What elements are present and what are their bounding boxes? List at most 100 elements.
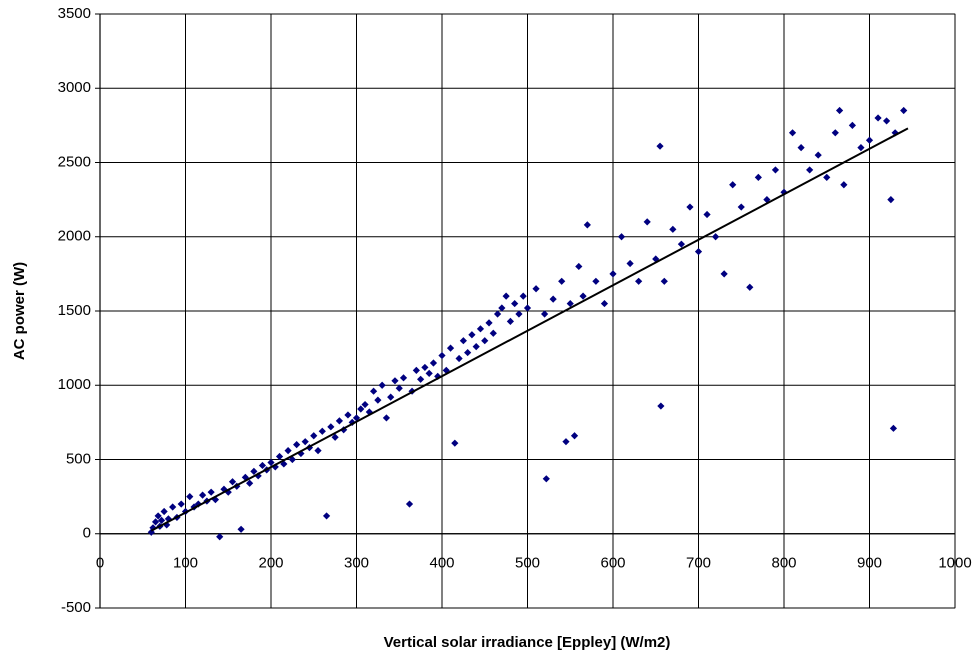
point: [592, 277, 600, 285]
point: [417, 375, 425, 383]
point: [652, 255, 660, 263]
point: [177, 500, 185, 508]
point: [194, 500, 202, 508]
point: [823, 173, 831, 181]
point: [327, 423, 335, 431]
point: [848, 121, 856, 129]
point: [489, 329, 497, 337]
point: [163, 521, 171, 529]
point: [455, 354, 463, 363]
point: [425, 369, 433, 377]
point: [472, 343, 480, 351]
point: [857, 144, 865, 152]
point: [583, 221, 591, 229]
point: [771, 166, 780, 174]
point: [412, 366, 420, 374]
point: [395, 384, 403, 392]
point: [421, 363, 429, 372]
point: [570, 432, 579, 440]
point: [370, 387, 378, 395]
y-tick-label: -500: [61, 599, 91, 616]
x-tick-label: 500: [515, 555, 540, 572]
point: [575, 262, 583, 271]
point: [883, 117, 891, 125]
point: [519, 292, 527, 300]
point: [720, 270, 728, 278]
point: [656, 142, 664, 150]
point: [806, 166, 814, 174]
point: [566, 299, 574, 308]
point: [442, 366, 450, 374]
point: [237, 525, 245, 533]
y-tick-label: 0: [83, 525, 91, 542]
point: [729, 181, 737, 189]
point: [643, 218, 651, 226]
point: [246, 479, 254, 487]
y-tick-label: 1500: [58, 302, 91, 319]
point: [382, 414, 391, 422]
point: [211, 495, 220, 504]
point: [506, 317, 514, 325]
point: [280, 460, 288, 468]
point: [357, 405, 365, 413]
point: [515, 310, 523, 318]
point: [874, 114, 882, 122]
point: [451, 439, 459, 447]
point: [151, 518, 160, 526]
point: [271, 463, 279, 471]
point: [438, 351, 446, 360]
point: [485, 319, 493, 327]
point: [154, 512, 162, 520]
point: [887, 196, 895, 204]
point: [374, 396, 382, 404]
point: [405, 500, 414, 508]
point: [498, 304, 506, 312]
point: [889, 424, 898, 432]
y-tick-label: 500: [66, 450, 91, 467]
point: [310, 432, 318, 440]
point: [579, 292, 587, 300]
point: [754, 173, 762, 181]
point: [157, 516, 166, 524]
point: [250, 467, 258, 475]
point: [344, 411, 352, 419]
point: [464, 348, 472, 357]
point: [542, 475, 550, 483]
point: [293, 441, 301, 449]
point: [626, 259, 634, 268]
point: [746, 283, 754, 291]
point: [275, 452, 284, 461]
point: [314, 446, 322, 455]
point: [331, 433, 339, 441]
point: [340, 426, 348, 434]
point: [617, 233, 626, 241]
point: [228, 478, 237, 486]
trend-line: [150, 127, 909, 532]
y-tick-label: 2500: [58, 153, 91, 170]
point: [502, 292, 510, 300]
point: [186, 493, 194, 501]
point: [677, 240, 685, 248]
point: [322, 512, 331, 520]
point: [459, 337, 467, 345]
point: [814, 151, 822, 159]
point: [694, 248, 703, 256]
point: [284, 446, 292, 455]
y-tick-label: 3500: [58, 5, 91, 22]
point: [468, 331, 476, 339]
x-tick-label: 700: [686, 555, 711, 572]
point: [737, 203, 745, 211]
point: [391, 377, 399, 385]
point: [831, 129, 839, 137]
y-tick-label: 3000: [58, 79, 91, 96]
point: [549, 295, 557, 303]
point: [558, 277, 566, 285]
point: [703, 210, 711, 219]
point: [476, 325, 485, 333]
point: [399, 374, 408, 382]
point: [797, 144, 805, 152]
point: [712, 233, 720, 241]
point: [660, 277, 668, 285]
